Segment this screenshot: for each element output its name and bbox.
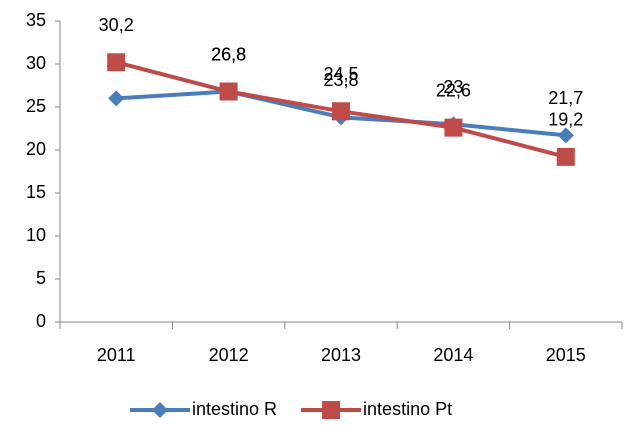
x-tick-label: 2013	[321, 345, 361, 365]
x-tick-label: 2015	[546, 345, 586, 365]
y-tick-label: 20	[26, 139, 46, 159]
x-tick-label: 2014	[433, 345, 473, 365]
data-label: 19,2	[548, 110, 583, 130]
data-point	[444, 118, 463, 137]
data-point	[556, 147, 575, 166]
y-tick-label: 35	[26, 10, 46, 30]
data-point	[219, 82, 238, 101]
legend-marker	[152, 402, 168, 418]
data-label: 26,8	[211, 44, 246, 64]
legend-marker	[322, 401, 341, 419]
data-point	[107, 53, 126, 72]
y-tick-label: 30	[26, 53, 46, 73]
y-tick-label: 25	[26, 96, 46, 116]
data-label: 21,7	[548, 88, 583, 108]
y-tick-label: 15	[26, 182, 46, 202]
data-point	[332, 102, 350, 121]
legend-label: intestino R	[192, 399, 277, 419]
y-tick-label: 5	[36, 268, 46, 288]
data-label: 30,2	[99, 15, 134, 35]
x-tick-label: 2012	[209, 345, 249, 365]
y-tick-label: 0	[36, 311, 46, 331]
x-tick-label: 2011	[97, 345, 136, 365]
data-label: 22,6	[436, 80, 471, 100]
data-label: 26,8	[211, 44, 246, 64]
data-point	[557, 127, 574, 144]
data-label: 23	[443, 77, 463, 97]
y-tick-label: 10	[26, 225, 46, 245]
data-point	[108, 90, 125, 107]
legend-label: intestino Pt	[363, 399, 452, 419]
data-label: 24,5	[323, 64, 358, 84]
data-label: 23,8	[323, 70, 358, 90]
